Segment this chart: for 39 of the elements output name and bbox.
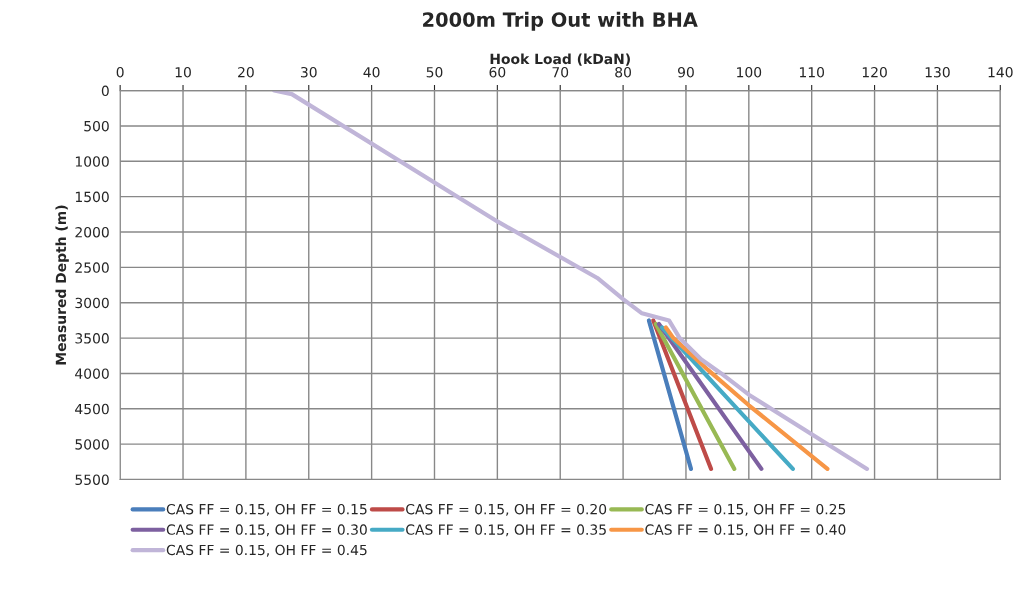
x-tick-label: 140 [988, 66, 1013, 78]
x-tick-label: 60 [489, 66, 506, 78]
legend-label: CAS FF = 0.15, OH FF = 0.35 [406, 524, 606, 537]
line-series [272, 90, 870, 471]
y-tick-label: 2500 [75, 262, 109, 273]
y-tick-label: 0 [101, 85, 109, 97]
y-tick-label: 3500 [75, 333, 109, 344]
y-tick-label: 500 [84, 120, 109, 132]
legend-label: CAS FF = 0.15, OH FF = 0.25 [645, 503, 846, 516]
legend-label: CAS FF = 0.15, OH FF = 0.15 [166, 503, 367, 516]
y-tick-label: 5000 [75, 439, 109, 450]
legend-label: CAS FF = 0.15, OH FF = 0.45 [166, 544, 367, 557]
y-tick-label: 4000 [75, 368, 109, 379]
x-tick-label: 110 [799, 66, 825, 78]
y-axis-title: Measured Depth (m) [55, 205, 69, 365]
x-tick-label: 40 [363, 66, 380, 78]
x-tick-label: 30 [300, 66, 317, 78]
x-tick-label: 90 [678, 66, 694, 78]
chart-title: 2000m Trip Out with BHA [423, 11, 698, 31]
x-axis-title: Hook Load (kDaN) [490, 53, 630, 66]
x-tick-label: 130 [925, 66, 950, 78]
x-tick-label: 20 [238, 66, 254, 78]
x-tick-label: 70 [552, 66, 569, 78]
x-tick-label: 50 [426, 66, 443, 78]
x-tick-label: 10 [175, 66, 191, 78]
x-tick-label: 100 [737, 66, 762, 78]
legend-label: CAS FF = 0.15, OH FF = 0.30 [166, 524, 367, 537]
y-tick-label: 2000 [75, 226, 109, 238]
y-tick-label: 1500 [75, 191, 109, 203]
y-tick-label: 1000 [75, 156, 109, 167]
line-series [663, 325, 830, 471]
x-tick-label: 0 [116, 66, 124, 78]
x-tick-label: 120 [862, 66, 887, 78]
legend-label: CAS FF = 0.15, OH FF = 0.20 [406, 503, 607, 516]
y-tick-label: 4500 [75, 403, 109, 415]
legend-label: CAS FF = 0.15, OH FF = 0.40 [645, 524, 846, 537]
y-tick-label: 5500 [75, 474, 109, 485]
y-tick-label: 3000 [75, 297, 109, 309]
x-tick-label: 80 [615, 66, 632, 78]
